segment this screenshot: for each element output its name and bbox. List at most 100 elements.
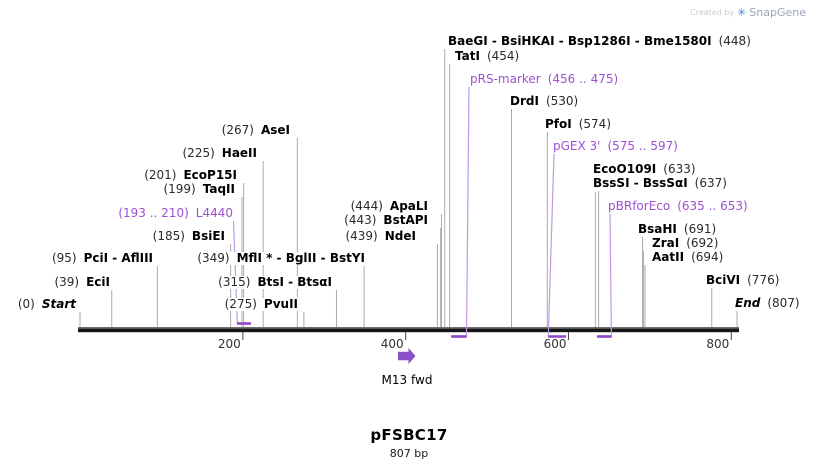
label-position: (637) bbox=[694, 176, 727, 190]
axis-tick-label: 200 bbox=[217, 337, 241, 351]
enzyme-label: (95) PciI - AflIII bbox=[51, 251, 153, 265]
label-name: BsaHI bbox=[638, 222, 677, 236]
label-position: (691) bbox=[683, 222, 717, 236]
label-position: (635 .. 653) bbox=[677, 199, 748, 213]
label-position: (267) bbox=[221, 123, 254, 137]
label-name: End bbox=[735, 296, 761, 310]
label-position: (315) bbox=[218, 275, 251, 289]
axis-tick-label: 800 bbox=[706, 337, 730, 351]
label-position: (692) bbox=[686, 236, 719, 250]
enzyme-label: (225) HaeII bbox=[182, 146, 257, 160]
feature-callout-line bbox=[609, 213, 612, 337]
label-name: pRS-marker bbox=[470, 72, 541, 86]
label-name: MflI * - BglII - BstYI bbox=[236, 251, 365, 265]
primer-arrow-label: M13 fwd bbox=[381, 373, 433, 387]
label-name: BciVI bbox=[706, 273, 741, 287]
enzyme-label: BaeGI - BsiHKAI - Bsp1286I - Bme1580I (44… bbox=[448, 35, 751, 48]
enzyme-label: End (807) bbox=[735, 297, 800, 310]
enzyme-label: BsaHI (691) bbox=[638, 222, 717, 236]
enzyme-label: TatI (454) bbox=[455, 49, 520, 63]
watermark-brand: SnapGene bbox=[749, 6, 806, 19]
primer-arrow bbox=[398, 348, 416, 364]
label-position: (0) bbox=[17, 297, 35, 311]
enzyme-label: EcoO109I (633) bbox=[593, 163, 696, 176]
label-name: EcoO109I bbox=[593, 162, 657, 176]
label-name: BsiEI bbox=[191, 229, 225, 243]
enzyme-label: BciVI (776) bbox=[706, 273, 780, 287]
label-position: (456 .. 475) bbox=[547, 72, 619, 86]
axis-tick-label: 400 bbox=[380, 337, 404, 351]
enzyme-label: DrdI (530) bbox=[510, 94, 579, 108]
enzyme-label: (199) TaqII bbox=[163, 183, 235, 196]
label-position: (193 .. 210) bbox=[118, 206, 189, 220]
enzyme-label: (201) EcoP15I bbox=[144, 169, 237, 182]
label-position: (574) bbox=[578, 117, 612, 131]
label-name: L4440 bbox=[195, 206, 233, 220]
label-name: BstAPI bbox=[383, 213, 428, 227]
enzyme-label: ZraI (692) bbox=[652, 236, 719, 250]
enzyme-label: (444) ApaLI bbox=[350, 199, 428, 213]
enzyme-label: (443) BstAPI bbox=[344, 214, 428, 227]
label-name: ApaLI bbox=[389, 199, 428, 213]
label-position: (454) bbox=[486, 49, 520, 63]
watermark-created-by: Created by bbox=[690, 8, 735, 17]
enzyme-label: (275) PvuII bbox=[224, 297, 298, 311]
plasmid-title-block: pFSBC17 807 bp bbox=[0, 426, 818, 460]
label-name: AatII bbox=[652, 250, 685, 264]
label-name: Start bbox=[41, 297, 76, 311]
label-name: pBRforEco bbox=[608, 199, 671, 213]
label-name: BtsI - BtsαI bbox=[257, 275, 332, 289]
label-name: ZraI bbox=[652, 236, 680, 250]
label-name: BssSI - BssSαI bbox=[593, 176, 688, 190]
label-name: AseI bbox=[260, 123, 290, 137]
watermark: Created by ✳ SnapGene bbox=[690, 6, 806, 19]
label-position: (633) bbox=[663, 162, 696, 176]
label-name: DrdI bbox=[510, 94, 539, 108]
axis-tick-label: 600 bbox=[543, 337, 567, 351]
label-name: BaeGI - BsiHKAI - Bsp1286I - Bme1580I bbox=[448, 34, 712, 48]
label-position: (443) bbox=[344, 213, 377, 227]
enzyme-label: (315) BtsI - BtsαI bbox=[218, 276, 332, 289]
feature-label: pRS-marker (456 .. 475) bbox=[470, 72, 619, 86]
label-position: (776) bbox=[747, 273, 780, 287]
enzyme-label: (349) MflI * - BglII - BstYI bbox=[197, 252, 365, 265]
feature-label: pBRforEco (635 .. 653) bbox=[608, 200, 748, 213]
snapgene-logo-icon: ✳ bbox=[737, 6, 747, 19]
label-name: PvuII bbox=[263, 297, 298, 311]
enzyme-label: (267) AseI bbox=[221, 123, 290, 137]
feature-label: (193 .. 210) L4440 bbox=[118, 207, 233, 220]
label-position: (275) bbox=[224, 297, 257, 311]
enzyme-label: PfoI (574) bbox=[545, 117, 612, 131]
plasmid-length: 807 bp bbox=[389, 447, 429, 460]
label-position: (349) bbox=[197, 251, 230, 265]
sequence-backbone bbox=[78, 328, 739, 333]
enzyme-label: (439) NdeI bbox=[345, 230, 416, 243]
feature-callout-line bbox=[465, 86, 470, 337]
label-position: (185) bbox=[152, 229, 185, 243]
label-position: (95) bbox=[51, 251, 77, 265]
feature-callout-line bbox=[547, 153, 555, 337]
label-position: (199) bbox=[163, 182, 196, 196]
label-name: NdeI bbox=[384, 229, 416, 243]
enzyme-label: BssSI - BssSαI (637) bbox=[593, 177, 727, 190]
label-position: (807) bbox=[767, 296, 800, 310]
label-name: pGEX 3' bbox=[553, 139, 601, 153]
label-name: TaqII bbox=[202, 182, 235, 196]
label-position: (530) bbox=[545, 94, 579, 108]
label-position: (448) bbox=[718, 34, 751, 48]
label-position: (39) bbox=[54, 275, 80, 289]
label-name: EcoP15I bbox=[183, 168, 237, 182]
feature-label: pGEX 3' (575 .. 597) bbox=[553, 140, 678, 153]
label-name: PfoI bbox=[545, 117, 572, 131]
label-position: (444) bbox=[350, 199, 383, 213]
label-name: TatI bbox=[455, 49, 480, 63]
enzyme-label: AatII (694) bbox=[652, 250, 724, 264]
sequence-backbone-top bbox=[78, 327, 739, 329]
label-position: (201) bbox=[144, 168, 177, 182]
plasmid-name: pFSBC17 bbox=[370, 426, 448, 444]
label-position: (225) bbox=[182, 146, 215, 160]
label-position: (575 .. 597) bbox=[607, 139, 678, 153]
enzyme-label: (39) EciI bbox=[54, 276, 110, 289]
